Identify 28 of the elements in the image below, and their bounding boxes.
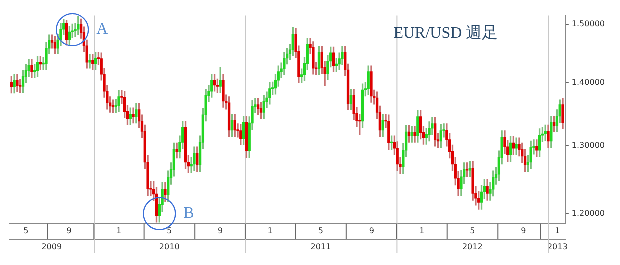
annotation: A <box>96 21 109 38</box>
x2-tick-label: 2012 <box>462 242 483 252</box>
x2-tick-label: 2009 <box>42 242 62 252</box>
annotation: B <box>184 205 194 222</box>
candlestick <box>414 126 416 143</box>
y-tick-label: 1.30000 <box>572 140 606 150</box>
x2-tick-label: 2013 <box>547 242 568 252</box>
text: EUR/USD 週足 <box>394 25 498 42</box>
x-tick-label: 1 <box>268 226 273 236</box>
x-tick-label: 5 <box>470 226 476 236</box>
x2-tick-label: 2011 <box>310 242 332 252</box>
x-tick-label: 9 <box>66 226 72 236</box>
candlestick <box>176 142 178 159</box>
x-tick-label: 5 <box>24 226 29 236</box>
x-tick-label: 9 <box>369 226 374 236</box>
y-tick-label: 1.50000 <box>572 19 606 28</box>
x-tick-label: 1 <box>555 226 560 236</box>
y-tick-label: 1.20000 <box>572 208 606 218</box>
x-tick-label: 9 <box>521 226 526 236</box>
x2-tick-label: 2010 <box>159 242 180 252</box>
x-tick-label: 1 <box>116 226 122 236</box>
candlestick <box>132 108 135 124</box>
candlestick <box>88 54 92 69</box>
x-tick-label: 5 <box>318 226 324 236</box>
x-tick-label: 5 <box>167 226 172 236</box>
y-tick-label: 1.40000 <box>572 78 606 87</box>
x-tick-label: 1 <box>420 226 425 236</box>
x-tick-label: 9 <box>218 226 224 236</box>
